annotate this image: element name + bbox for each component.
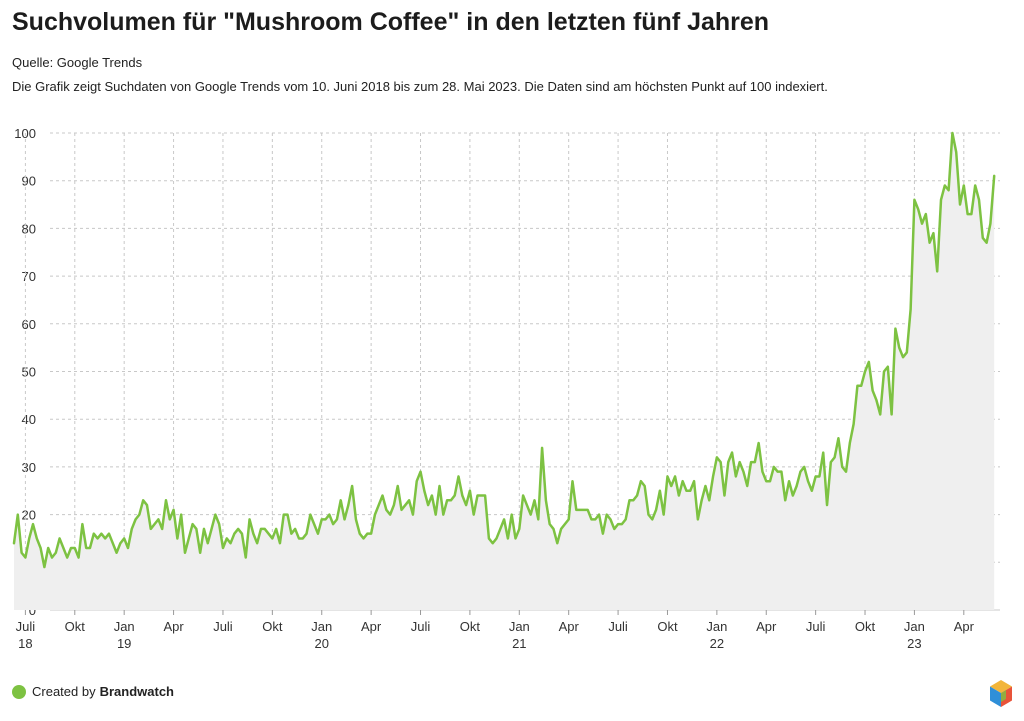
x-tick-label: Juli bbox=[806, 619, 826, 634]
series-area bbox=[14, 133, 995, 610]
x-tick-year-label: 23 bbox=[907, 636, 921, 651]
brandwatch-dot-icon bbox=[12, 684, 26, 699]
footer-brand[interactable]: Brandwatch bbox=[99, 684, 174, 699]
x-tick-label: Jan bbox=[509, 619, 530, 634]
chart-title: Suchvolumen für "Mushroom Coffee" in den… bbox=[12, 8, 770, 36]
footer: Created by Brandwatch bbox=[12, 684, 174, 699]
x-tick-label: Apr bbox=[361, 619, 382, 634]
y-tick-label: 20 bbox=[22, 508, 36, 523]
x-tick-label: Jan bbox=[904, 619, 925, 634]
x-tick-label: Okt bbox=[65, 619, 86, 634]
brandwatch-logo-icon bbox=[990, 680, 1012, 707]
x-tick-label: Okt bbox=[262, 619, 283, 634]
x-tick-label: Juli bbox=[213, 619, 233, 634]
series-line bbox=[12, 131, 996, 569]
x-tick-label: Apr bbox=[756, 619, 777, 634]
y-tick-label: 60 bbox=[22, 317, 36, 332]
x-tick-label: Okt bbox=[460, 619, 481, 634]
y-tick-label: 40 bbox=[22, 412, 36, 427]
chart-source: Quelle: Google Trends bbox=[12, 55, 143, 70]
x-tick-label: Okt bbox=[657, 619, 678, 634]
chart-description: Die Grafik zeigt Suchdaten von Google Tr… bbox=[12, 79, 828, 94]
x-tick-label: Jan bbox=[311, 619, 332, 634]
x-tick-year-label: 21 bbox=[512, 636, 526, 651]
x-tick-label: Juli bbox=[608, 619, 628, 634]
x-tick-label: Okt bbox=[855, 619, 876, 634]
x-tick-label: Apr bbox=[163, 619, 184, 634]
y-tick-label: 90 bbox=[22, 174, 36, 189]
y-tick-label: 0 bbox=[29, 603, 36, 618]
x-tick-label: Jan bbox=[706, 619, 727, 634]
x-tick-year-label: 22 bbox=[710, 636, 724, 651]
y-tick-label: 70 bbox=[22, 269, 36, 284]
y-tick-label: 80 bbox=[22, 221, 36, 236]
x-tick-year-label: 19 bbox=[117, 636, 131, 651]
x-tick-year-label: 18 bbox=[18, 636, 32, 651]
x-tick-year-label: 20 bbox=[315, 636, 329, 651]
y-tick-label: 50 bbox=[22, 365, 36, 380]
x-tick-label: Apr bbox=[559, 619, 580, 634]
x-tick-label: Jan bbox=[114, 619, 135, 634]
x-tick-label: Juli bbox=[411, 619, 431, 634]
x-tick-label: Juli bbox=[16, 619, 36, 634]
x-tick-label: Apr bbox=[954, 619, 975, 634]
footer-created-by: Created by bbox=[32, 684, 96, 699]
y-tick-label: 30 bbox=[22, 460, 36, 475]
